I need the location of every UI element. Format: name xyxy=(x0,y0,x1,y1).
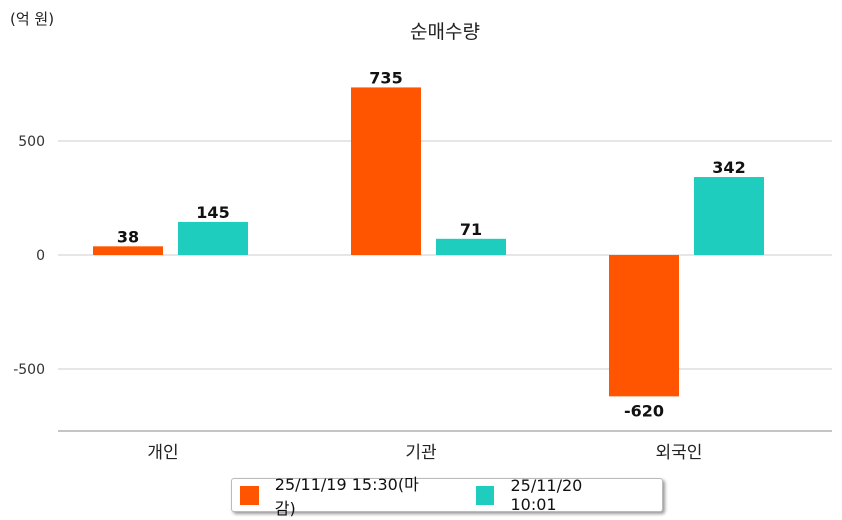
data-label: 735 xyxy=(369,68,402,87)
bar[interactable] xyxy=(178,221,248,255)
bar[interactable] xyxy=(694,177,764,255)
data-label: 71 xyxy=(460,220,482,239)
legend-swatch xyxy=(475,485,495,505)
bar[interactable] xyxy=(93,246,163,255)
legend-item-0[interactable]: 25/11/19 15:30(마감) xyxy=(240,471,438,519)
y-tick-label: -500 xyxy=(13,362,45,378)
y-tick-label: 0 xyxy=(36,248,45,264)
chart-title: 순매수량 xyxy=(410,21,480,43)
data-label: -620 xyxy=(624,401,664,420)
bar[interactable] xyxy=(609,255,679,397)
unit-label: (억 원) xyxy=(10,10,54,28)
legend-label: 25/11/19 15:30(마감) xyxy=(274,475,419,518)
y-tick-label: 500 xyxy=(18,134,45,150)
legend-swatch xyxy=(240,485,259,505)
data-label: 145 xyxy=(196,203,229,222)
legend: 25/11/19 15:30(마감) 25/11/20 10:01 xyxy=(231,475,663,518)
legend-item-1[interactable]: 25/11/20 10:01 xyxy=(475,476,632,514)
bar[interactable] xyxy=(436,238,506,255)
bar[interactable] xyxy=(351,87,421,255)
x-tick-label: 외국인 xyxy=(656,443,703,463)
legend-label: 25/11/20 10:01 xyxy=(510,476,583,514)
data-label: 342 xyxy=(712,158,745,177)
data-label: 38 xyxy=(117,227,139,246)
x-tick-label: 기관 xyxy=(405,443,436,463)
x-tick-label: 개인 xyxy=(147,443,178,463)
